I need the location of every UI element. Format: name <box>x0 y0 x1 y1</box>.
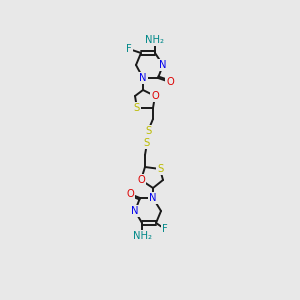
Text: S: S <box>134 103 140 113</box>
Text: O: O <box>137 175 145 185</box>
Text: NH₂: NH₂ <box>146 35 164 45</box>
Text: N: N <box>159 60 167 70</box>
Text: O: O <box>166 77 174 87</box>
Text: S: S <box>144 138 150 148</box>
Text: N: N <box>131 206 139 216</box>
Text: NH₂: NH₂ <box>133 231 152 241</box>
Text: O: O <box>151 91 159 101</box>
Text: F: F <box>126 44 132 54</box>
Text: S: S <box>145 126 151 136</box>
Text: S: S <box>157 164 163 174</box>
Text: F: F <box>162 224 168 234</box>
Text: O: O <box>126 189 134 199</box>
Text: N: N <box>149 193 157 203</box>
Text: N: N <box>139 73 147 83</box>
